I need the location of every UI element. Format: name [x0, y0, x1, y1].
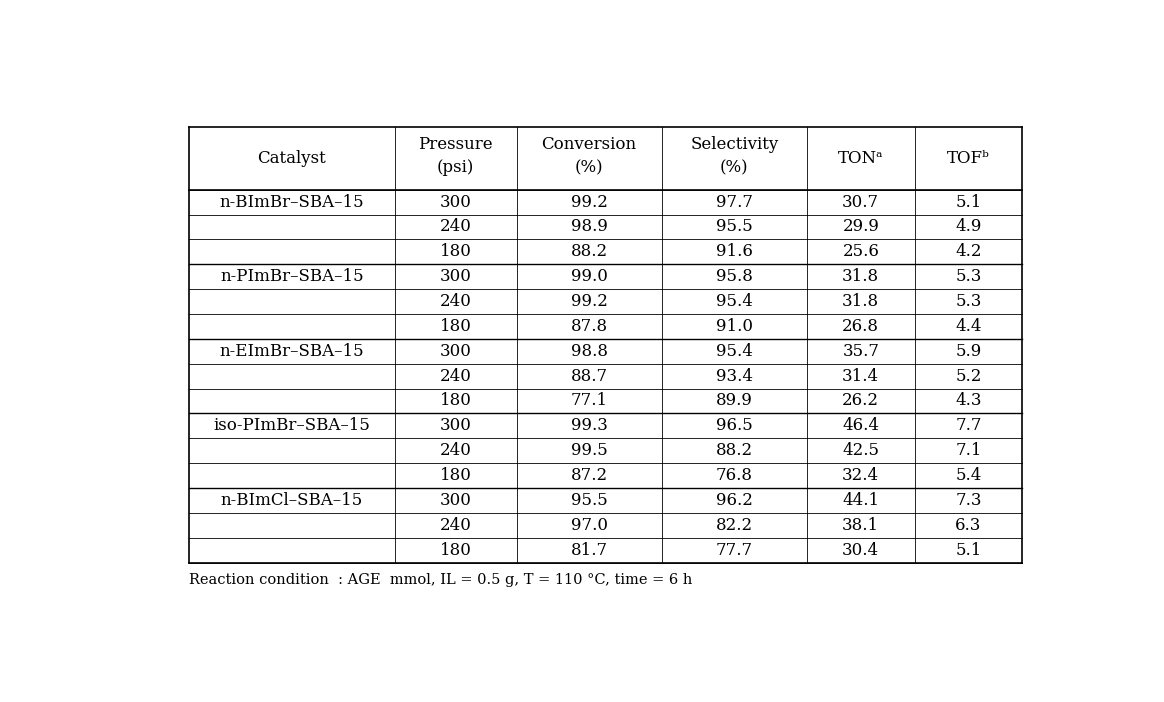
Text: 180: 180 [440, 467, 471, 484]
Text: 4.2: 4.2 [956, 244, 981, 260]
Text: 240: 240 [440, 442, 471, 459]
Text: 5.2: 5.2 [956, 368, 981, 385]
Text: 95.8: 95.8 [716, 268, 753, 285]
Text: TONᵃ: TONᵃ [838, 150, 883, 167]
Text: 5.1: 5.1 [956, 542, 981, 559]
Text: 25.6: 25.6 [843, 244, 879, 260]
Text: 7.1: 7.1 [956, 442, 981, 459]
Text: Catalyst: Catalyst [257, 150, 326, 167]
Text: 99.2: 99.2 [570, 194, 608, 211]
Text: 95.5: 95.5 [716, 218, 753, 235]
Text: 300: 300 [440, 418, 471, 435]
Text: 4.9: 4.9 [956, 218, 981, 235]
Text: 82.2: 82.2 [716, 517, 753, 534]
Text: 87.2: 87.2 [570, 467, 608, 484]
Text: (%): (%) [575, 159, 603, 176]
Text: 81.7: 81.7 [570, 542, 608, 559]
Text: 93.4: 93.4 [716, 368, 753, 385]
Text: 5.3: 5.3 [956, 293, 981, 310]
Text: (%): (%) [721, 159, 748, 176]
Text: 95.4: 95.4 [716, 343, 753, 359]
Text: 96.2: 96.2 [716, 492, 753, 509]
Text: 76.8: 76.8 [716, 467, 753, 484]
Text: iso-PImBr–SBA–15: iso-PImBr–SBA–15 [213, 418, 370, 435]
Text: 46.4: 46.4 [843, 418, 879, 435]
Text: 99.5: 99.5 [570, 442, 608, 459]
Text: 44.1: 44.1 [843, 492, 879, 509]
Text: (psi): (psi) [436, 159, 475, 176]
Text: 31.8: 31.8 [843, 268, 879, 285]
Text: Conversion: Conversion [541, 136, 637, 154]
Text: 300: 300 [440, 268, 471, 285]
Text: n-PImBr–SBA–15: n-PImBr–SBA–15 [220, 268, 363, 285]
Text: 180: 180 [440, 318, 471, 335]
Text: 4.3: 4.3 [956, 392, 981, 409]
Text: 77.1: 77.1 [570, 392, 608, 409]
Text: 89.9: 89.9 [716, 392, 753, 409]
Text: 180: 180 [440, 542, 471, 559]
Text: 35.7: 35.7 [843, 343, 879, 359]
Text: 240: 240 [440, 517, 471, 534]
Text: 91.0: 91.0 [716, 318, 753, 335]
Text: 38.1: 38.1 [843, 517, 879, 534]
Text: 5.1: 5.1 [956, 194, 981, 211]
Text: 5.4: 5.4 [956, 467, 981, 484]
Text: n-BImCl–SBA–15: n-BImCl–SBA–15 [221, 492, 363, 509]
Text: 97.7: 97.7 [716, 194, 753, 211]
Text: 96.5: 96.5 [716, 418, 753, 435]
Text: 42.5: 42.5 [843, 442, 879, 459]
Text: 88.2: 88.2 [570, 244, 608, 260]
Text: 98.8: 98.8 [570, 343, 608, 359]
Text: 7.7: 7.7 [956, 418, 981, 435]
Text: 32.4: 32.4 [843, 467, 879, 484]
Text: 95.4: 95.4 [716, 293, 753, 310]
Text: 88.2: 88.2 [716, 442, 753, 459]
Text: Pressure: Pressure [418, 136, 494, 154]
Text: 180: 180 [440, 244, 471, 260]
Text: 95.5: 95.5 [570, 492, 608, 509]
Text: 7.3: 7.3 [956, 492, 981, 509]
Text: 88.7: 88.7 [570, 368, 608, 385]
Text: 29.9: 29.9 [843, 218, 879, 235]
Text: 240: 240 [440, 368, 471, 385]
Text: TOFᵇ: TOFᵇ [947, 150, 989, 167]
Text: 5.3: 5.3 [956, 268, 981, 285]
Text: 26.2: 26.2 [843, 392, 879, 409]
Text: Selectivity: Selectivity [690, 136, 779, 154]
Text: 99.2: 99.2 [570, 293, 608, 310]
Text: 180: 180 [440, 392, 471, 409]
Text: 77.7: 77.7 [716, 542, 753, 559]
Text: 240: 240 [440, 218, 471, 235]
Text: 98.9: 98.9 [570, 218, 608, 235]
Text: Reaction condition  : AGE  mmol, IL = 0.5 g, T = 110 °C, time = 6 h: Reaction condition : AGE mmol, IL = 0.5 … [189, 574, 693, 588]
Text: 26.8: 26.8 [843, 318, 879, 335]
Text: 300: 300 [440, 492, 471, 509]
Text: 240: 240 [440, 293, 471, 310]
Text: 31.8: 31.8 [843, 293, 879, 310]
Text: 30.7: 30.7 [843, 194, 879, 211]
Text: n-EImBr–SBA–15: n-EImBr–SBA–15 [220, 343, 364, 359]
Text: 97.0: 97.0 [570, 517, 608, 534]
Text: 99.0: 99.0 [570, 268, 608, 285]
Text: 6.3: 6.3 [956, 517, 981, 534]
Text: 99.3: 99.3 [570, 418, 608, 435]
Text: 300: 300 [440, 194, 471, 211]
Text: 87.8: 87.8 [570, 318, 608, 335]
Text: 300: 300 [440, 343, 471, 359]
Text: 30.4: 30.4 [843, 542, 879, 559]
Text: 91.6: 91.6 [716, 244, 753, 260]
Text: 5.9: 5.9 [956, 343, 981, 359]
Text: 31.4: 31.4 [843, 368, 879, 385]
Text: 4.4: 4.4 [956, 318, 981, 335]
Text: n-BImBr–SBA–15: n-BImBr–SBA–15 [220, 194, 364, 211]
